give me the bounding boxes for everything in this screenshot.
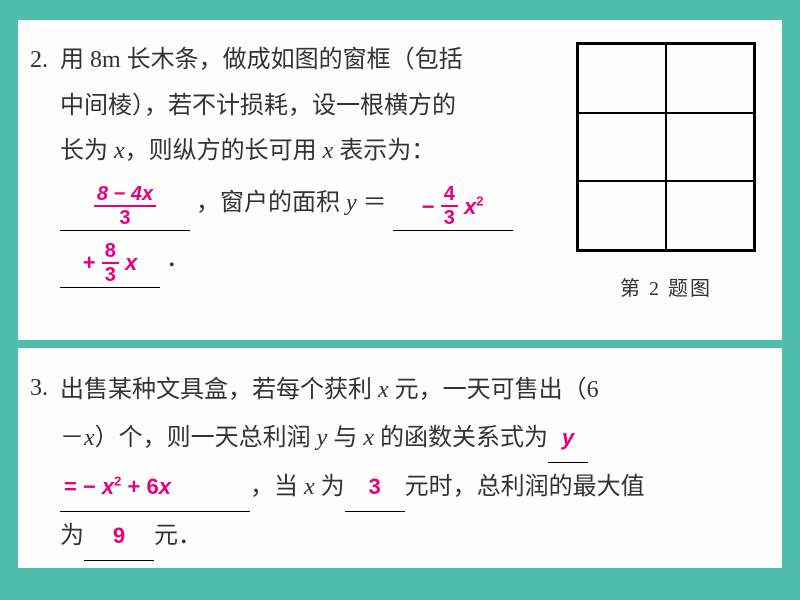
q2-line2: 中间棱），若不计损耗，设一根横方的 — [60, 84, 556, 130]
q2-figure-caption: 第 2 题图 — [576, 270, 756, 308]
q3-blank2: = − x2 + 6x — [60, 463, 250, 512]
q3-answer-y: y — [562, 425, 574, 450]
q2-blank1: 8 − 4x 3 — [60, 185, 190, 232]
q3-answer-3: 3 — [369, 474, 381, 499]
q2-answer3: + 8 3 x — [83, 250, 137, 275]
q2-answer1: 8 − 4x 3 — [94, 194, 156, 219]
q2-number: 2. — [30, 38, 48, 84]
q2-blank2: − 4 3 x2 — [393, 185, 513, 232]
q3-number: 3. — [30, 366, 48, 412]
q3-line1: 出售某种文具盒，若每个获利 x 元，一天可售出（6 — [60, 366, 762, 414]
problem-2-card: 2. 用 8m 长木条，做成如图的窗框（包括 中间棱），若不计损耗，设一根横方的… — [18, 20, 782, 340]
q2-line1: 用 8m 长木条，做成如图的窗框（包括 — [60, 38, 556, 84]
q3-answer-expr: = − x2 + 6x — [64, 474, 171, 499]
q3-answer-9: 9 — [113, 523, 125, 548]
problem-3-card: 3. 出售某种文具盒，若每个获利 x 元，一天可售出（6 －x）个，则一天总利润… — [18, 348, 782, 568]
q2-blank3: + 8 3 x — [60, 241, 160, 288]
q3-line2: －x）个，则一天总利润 y 与 x 的函数关系式为y — [60, 414, 762, 463]
q2-line5: + 8 3 x ． — [60, 237, 556, 288]
window-frame-grid — [576, 42, 756, 252]
q2-line4: 8 − 4x 3 ，窗户的面积 y ＝ − 4 3 x2 — [60, 181, 556, 232]
q2-text-block: 用 8m 长木条，做成如图的窗框（包括 中间棱），若不计损耗，设一根横方的 长为… — [60, 38, 556, 288]
q3-text-block: 出售某种文具盒，若每个获利 x 元，一天可售出（6 －x）个，则一天总利润 y … — [60, 366, 762, 561]
q3-blank4: 9 — [84, 512, 154, 561]
q3-line4: 为9元． — [60, 512, 762, 561]
q2-figure: 第 2 题图 — [576, 42, 756, 308]
q2-line3: 长为 x，则纵方的长可用 x 表示为： — [60, 129, 556, 175]
q3-blank1: y — [548, 414, 588, 463]
q2-answer2: − 4 3 x2 — [422, 194, 484, 219]
q3-line3: = − x2 + 6x ，当 x 为3元时，总利润的最大值 — [60, 463, 762, 512]
q3-blank3: 3 — [345, 463, 405, 512]
